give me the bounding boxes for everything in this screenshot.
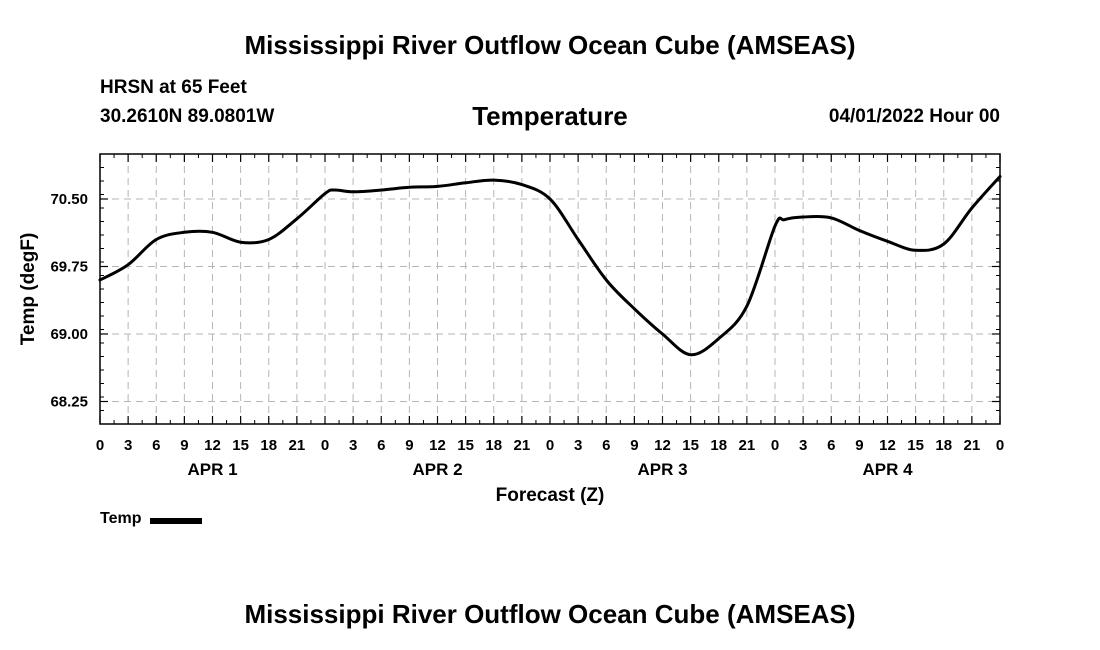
forecast-run-time: 04/01/2022 Hour 00 [828,106,1000,127]
legend: Temp [100,510,203,528]
x-tick-label: 18 [485,437,502,454]
x-tick-label: 12 [429,437,446,454]
x-tick-label: 18 [260,437,277,454]
x-tick-label: 3 [574,437,582,454]
x-axis-label: Forecast (Z) [496,485,605,506]
plot-frame [99,153,1001,425]
x-tick-label: 15 [682,437,699,454]
x-tick-label: 21 [739,437,756,454]
x-tick-label: 12 [654,437,671,454]
day-label: APR 4 [862,460,913,479]
axis-tick-labels: 0 3 6 9 12 15 18 21 0 3 6 9 12 15 18 21 0 3 6 9 12 15 18 21 0 3 6 9… [50,191,1004,479]
x-tick-label: 3 [124,437,132,454]
x-tick-label: 9 [180,437,188,454]
chart-main-title: Mississippi River Outflow Ocean Cube (AM… [244,30,856,60]
legend-label: Temp [100,510,142,527]
x-tick-label: 3 [799,437,807,454]
y-tick-label: 68.25 [50,394,88,411]
y-axis-label: Temp (degF) [18,233,39,346]
x-tick-label: 6 [602,437,610,454]
x-tick-label: 21 [289,437,306,454]
temp-series-line [98,175,1002,357]
series-layer [98,175,1002,357]
y-tick-label: 69.75 [50,259,88,276]
x-tick-label: 6 [377,437,385,454]
station-coordinates: 30.2610N 89.0801W [100,106,275,127]
x-tick-label: 21 [964,437,981,454]
x-tick-label: 12 [204,437,221,454]
day-label: APR 2 [412,460,462,479]
x-tick-label: 9 [405,437,413,454]
x-tick-label: 0 [96,437,104,454]
x-tick-label: 15 [232,437,249,454]
x-tick-label: 3 [349,437,357,454]
x-tick-label: 21 [514,437,531,454]
chart-title: Temperature [472,101,628,131]
x-tick-label: 9 [630,437,638,454]
y-tick-label: 69.00 [50,326,88,343]
grid-lines [100,154,1000,424]
x-tick-label: 0 [996,437,1004,454]
x-tick-label: 6 [152,437,160,454]
chart-bottom-title: Mississippi River Outflow Ocean Cube (AM… [244,599,856,629]
day-label: APR 3 [637,460,687,479]
x-tick-label: 0 [771,437,779,454]
station-label: HRSN at 65 Feet [100,77,247,98]
legend-swatch [150,517,203,524]
x-tick-label: 18 [710,437,727,454]
x-tick-label: 0 [546,437,554,454]
x-tick-label: 9 [855,437,863,454]
day-label: APR 1 [187,460,237,479]
x-tick-label: 18 [935,437,952,454]
x-tick-label: 15 [907,437,924,454]
x-tick-label: 15 [457,437,474,454]
y-tick-label: 70.50 [50,191,88,208]
x-tick-label: 12 [879,437,896,454]
x-tick-label: 0 [321,437,329,454]
x-tick-label: 6 [827,437,835,454]
